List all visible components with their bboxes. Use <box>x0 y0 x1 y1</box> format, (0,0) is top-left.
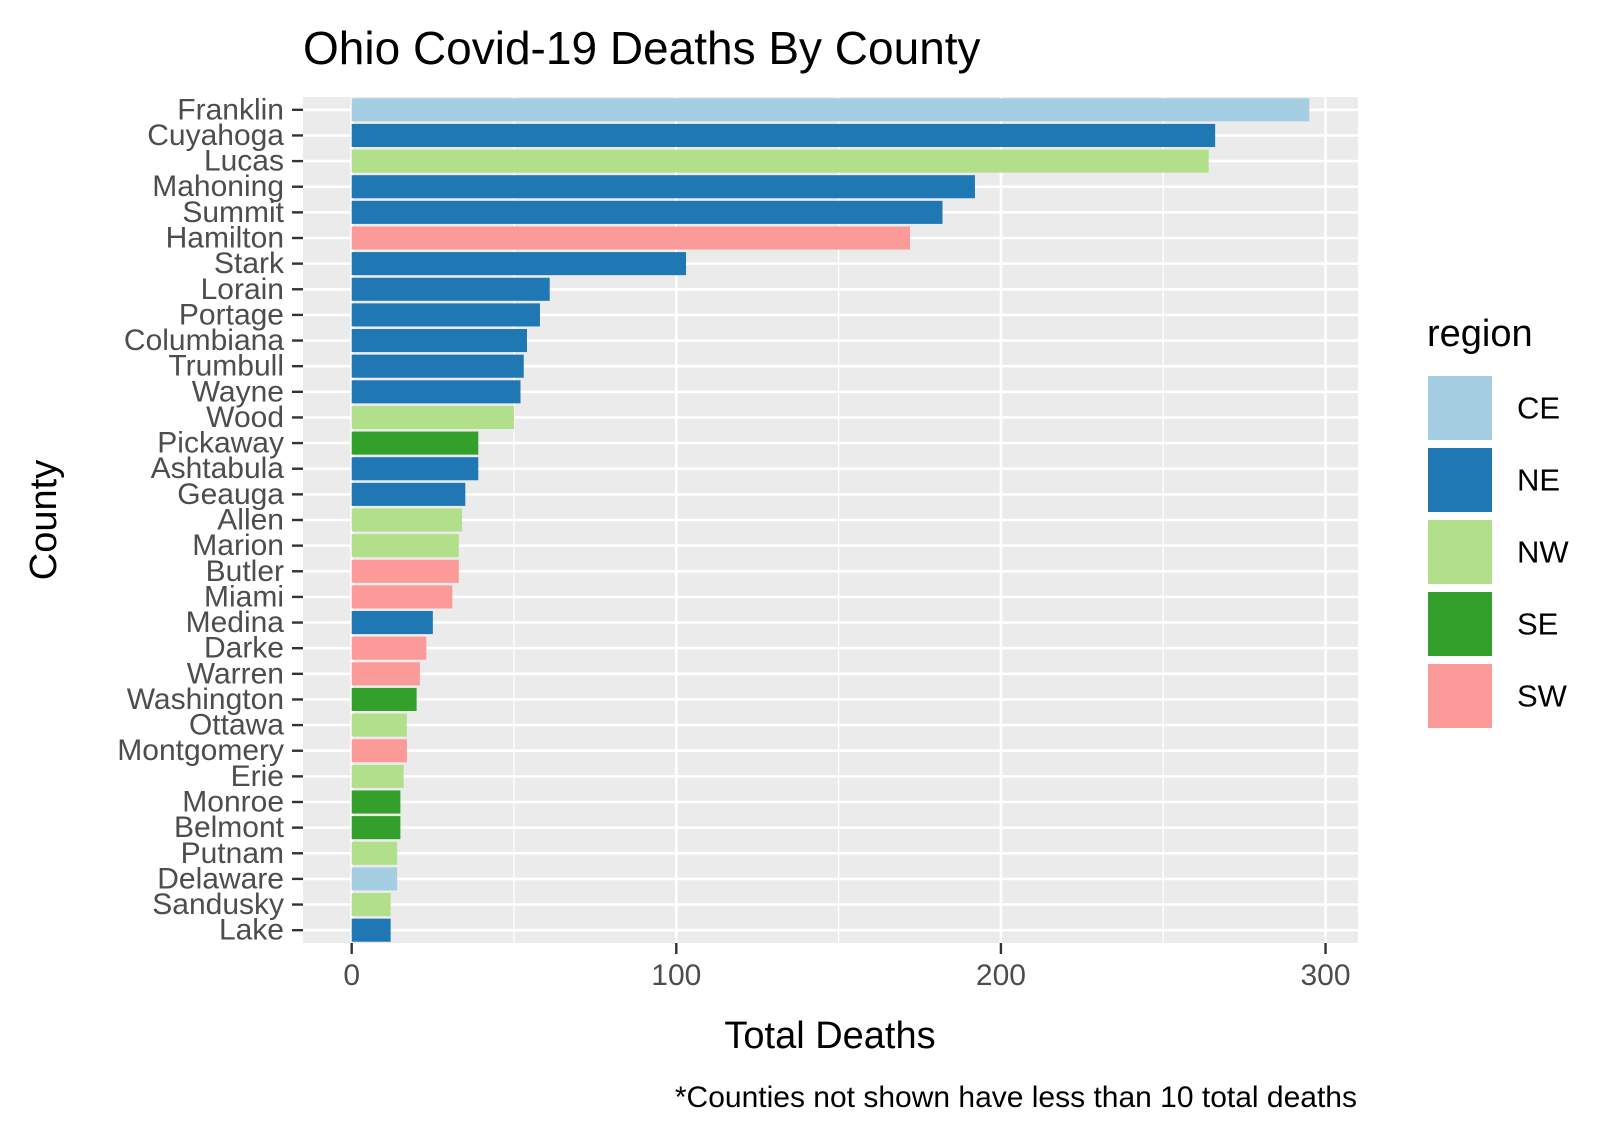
y-tick-label: Putnam <box>181 837 284 870</box>
bar-butler <box>351 559 459 583</box>
y-tick-label: Warren <box>187 657 284 690</box>
legend-key <box>1426 518 1494 586</box>
x-axis-title: Total Deaths <box>724 1015 935 1057</box>
x-tick-label: 0 <box>343 959 360 992</box>
legend-title: region <box>1427 313 1533 355</box>
bar-cuyahoga <box>351 123 1216 147</box>
legend-item-sw: SW <box>1426 662 1568 730</box>
y-tick-label: Erie <box>231 760 284 793</box>
legend-key <box>1426 662 1494 730</box>
y-tick-label: Lake <box>219 914 284 947</box>
bar-wayne <box>351 380 521 404</box>
y-tick-label: Portage <box>179 298 284 331</box>
bar-trumbull <box>351 354 524 378</box>
legend-label: CE <box>1517 391 1560 426</box>
y-tick-label: Columbiana <box>124 324 284 357</box>
y-tick-label: Wayne <box>192 375 284 408</box>
bar-ottawa <box>351 713 407 737</box>
legend: region CE NE NW SE SW <box>1426 313 1569 730</box>
y-tick-label: Marion <box>192 529 284 562</box>
y-tick-label: Pickaway <box>157 427 284 460</box>
legend-label: SW <box>1517 679 1568 714</box>
legend-label: SE <box>1517 607 1558 642</box>
caption: *Counties not shown have less than 10 to… <box>675 1081 1357 1114</box>
x-tick-label: 200 <box>976 959 1026 992</box>
y-tick-label: Trumbull <box>168 350 284 383</box>
bar-sandusky <box>351 893 391 917</box>
legend-key <box>1426 374 1494 442</box>
bar-warren <box>351 662 420 686</box>
y-tick-label: Washington <box>127 683 284 716</box>
y-tick-label: Allen <box>217 504 284 537</box>
legend-item-ce: CE <box>1426 374 1560 442</box>
bar-erie <box>351 764 404 788</box>
bar-delaware <box>351 867 398 891</box>
y-tick-label: Miami <box>204 580 284 613</box>
chart-title: Ohio Covid-19 Deaths By County <box>303 22 981 74</box>
y-tick-label: Cuyahoga <box>147 119 284 152</box>
y-tick-label: Medina <box>186 606 285 639</box>
bar-franklin <box>351 98 1310 122</box>
bar-lake <box>351 918 391 942</box>
bar-geauga <box>351 482 466 506</box>
y-axis-ticks <box>292 108 303 932</box>
bar-putnam <box>351 841 398 865</box>
bar-marion <box>351 534 459 558</box>
bar-stark <box>351 252 687 276</box>
bar-ashtabula <box>351 457 479 481</box>
x-axis-ticks <box>350 943 1327 954</box>
legend-items: CE NE NW SE SW <box>1426 374 1569 730</box>
legend-item-se: SE <box>1426 590 1558 658</box>
bar-washington <box>351 687 417 711</box>
bar-lucas <box>351 149 1209 173</box>
bars <box>351 98 1310 942</box>
y-tick-label: Franklin <box>177 93 284 126</box>
x-tick-label: 300 <box>1301 959 1351 992</box>
legend-key <box>1426 446 1494 514</box>
y-tick-label: Darke <box>204 632 284 665</box>
bar-medina <box>351 611 433 635</box>
legend-key <box>1426 590 1494 658</box>
bar-belmont <box>351 816 401 840</box>
y-tick-label: Summit <box>182 196 284 229</box>
y-tick-label: Ottawa <box>189 709 284 742</box>
bar-pickaway <box>351 431 479 455</box>
bar-portage <box>351 303 540 327</box>
legend-label: NE <box>1517 463 1560 498</box>
bar-lorain <box>351 277 550 301</box>
y-tick-label: Geauga <box>177 478 284 511</box>
bar-darke <box>351 636 427 660</box>
x-tick-label: 100 <box>651 959 701 992</box>
bar-hamilton <box>351 226 911 250</box>
y-tick-label: Montgomery <box>117 734 284 767</box>
y-axis-tick-labels: FranklinCuyahogaLucasMahoningSummitHamil… <box>117 93 285 946</box>
y-tick-label: Delaware <box>157 862 284 895</box>
y-tick-label: Sandusky <box>152 888 284 921</box>
bar-summit <box>351 200 943 224</box>
bar-montgomery <box>351 739 407 763</box>
y-axis-title: County <box>23 460 65 580</box>
bar-wood <box>351 405 514 429</box>
bar-mahoning <box>351 175 975 199</box>
y-tick-label: Belmont <box>174 811 285 844</box>
y-tick-label: Lorain <box>201 273 284 306</box>
y-tick-label: Ashtabula <box>151 452 285 485</box>
bar-columbiana <box>351 329 527 353</box>
y-tick-label: Mahoning <box>152 170 284 203</box>
bar-allen <box>351 508 463 532</box>
y-tick-label: Butler <box>206 555 284 588</box>
y-tick-label: Wood <box>206 401 284 434</box>
x-axis-tick-labels: 0 100 200 300 <box>343 959 1350 992</box>
legend-label: NW <box>1517 535 1569 570</box>
bar-miami <box>351 585 453 609</box>
y-tick-label: Hamilton <box>166 222 284 255</box>
y-tick-label: Stark <box>214 247 285 280</box>
legend-item-nw: NW <box>1426 518 1569 586</box>
bar-monroe <box>351 790 401 814</box>
y-tick-label: Monroe <box>182 786 284 819</box>
legend-item-ne: NE <box>1426 446 1560 514</box>
y-tick-label: Lucas <box>204 145 284 178</box>
